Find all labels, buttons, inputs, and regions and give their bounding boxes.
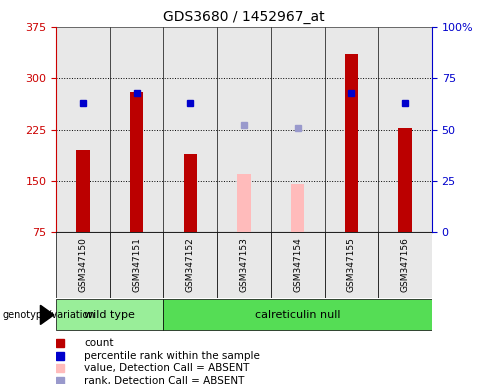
Bar <box>217 27 271 232</box>
Bar <box>110 27 163 232</box>
Text: genotype/variation: genotype/variation <box>2 310 95 320</box>
Bar <box>345 54 358 232</box>
Bar <box>325 232 378 298</box>
Bar <box>378 232 432 298</box>
Bar <box>163 300 432 330</box>
Text: percentile rank within the sample: percentile rank within the sample <box>84 351 260 361</box>
Title: GDS3680 / 1452967_at: GDS3680 / 1452967_at <box>163 10 325 25</box>
Bar <box>163 27 217 232</box>
Polygon shape <box>41 305 54 324</box>
Bar <box>163 232 217 298</box>
Bar <box>271 232 325 298</box>
Text: GSM347151: GSM347151 <box>132 238 141 292</box>
Text: GSM347154: GSM347154 <box>293 238 302 292</box>
Bar <box>291 184 305 232</box>
Bar <box>237 174 251 232</box>
Text: value, Detection Call = ABSENT: value, Detection Call = ABSENT <box>84 363 249 373</box>
Text: count: count <box>84 338 114 348</box>
Bar <box>398 127 412 232</box>
Text: GSM347155: GSM347155 <box>347 238 356 292</box>
Bar <box>110 232 163 298</box>
Text: GSM347153: GSM347153 <box>240 238 248 292</box>
Bar <box>271 27 325 232</box>
Text: wild type: wild type <box>84 310 135 320</box>
Text: calreticulin null: calreticulin null <box>255 310 341 320</box>
Bar <box>56 232 110 298</box>
Text: GSM347156: GSM347156 <box>401 238 409 292</box>
Bar <box>183 154 197 232</box>
Bar <box>378 27 432 232</box>
Bar <box>217 232 271 298</box>
Bar <box>56 300 163 330</box>
Bar <box>76 150 90 232</box>
Bar <box>130 92 143 232</box>
Text: rank, Detection Call = ABSENT: rank, Detection Call = ABSENT <box>84 376 244 384</box>
Text: GSM347152: GSM347152 <box>186 238 195 292</box>
Bar <box>325 27 378 232</box>
Bar <box>56 27 110 232</box>
Text: GSM347150: GSM347150 <box>79 238 87 292</box>
